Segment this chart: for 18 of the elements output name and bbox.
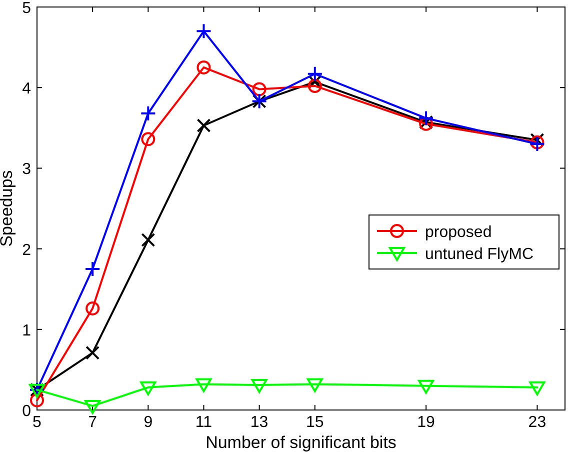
x-tick-label: 9 — [144, 414, 153, 431]
y-tick-label: 4 — [22, 80, 32, 98]
legend-label: proposed — [425, 224, 492, 241]
y-tick-label: 5 — [22, 0, 32, 17]
x-tick-label: 15 — [306, 414, 324, 431]
x-tick-label: 5 — [32, 414, 42, 431]
x-tick-label: 7 — [88, 414, 98, 431]
legend-label: untuned FlyMC — [425, 246, 534, 263]
y-tick-label: 1 — [22, 322, 32, 340]
y-tick-label: 2 — [22, 242, 32, 259]
y-tick-label: 3 — [22, 161, 32, 178]
y-axis-title: Speedups — [0, 170, 16, 247]
x-tick-label: 23 — [528, 414, 546, 431]
x-tick-label: 11 — [195, 414, 212, 431]
y-tick-label: 0 — [22, 403, 32, 420]
x-tick-label: 19 — [417, 414, 436, 431]
x-tick-label: 13 — [250, 414, 268, 431]
x-axis-title: Number of significant bits — [206, 433, 396, 452]
